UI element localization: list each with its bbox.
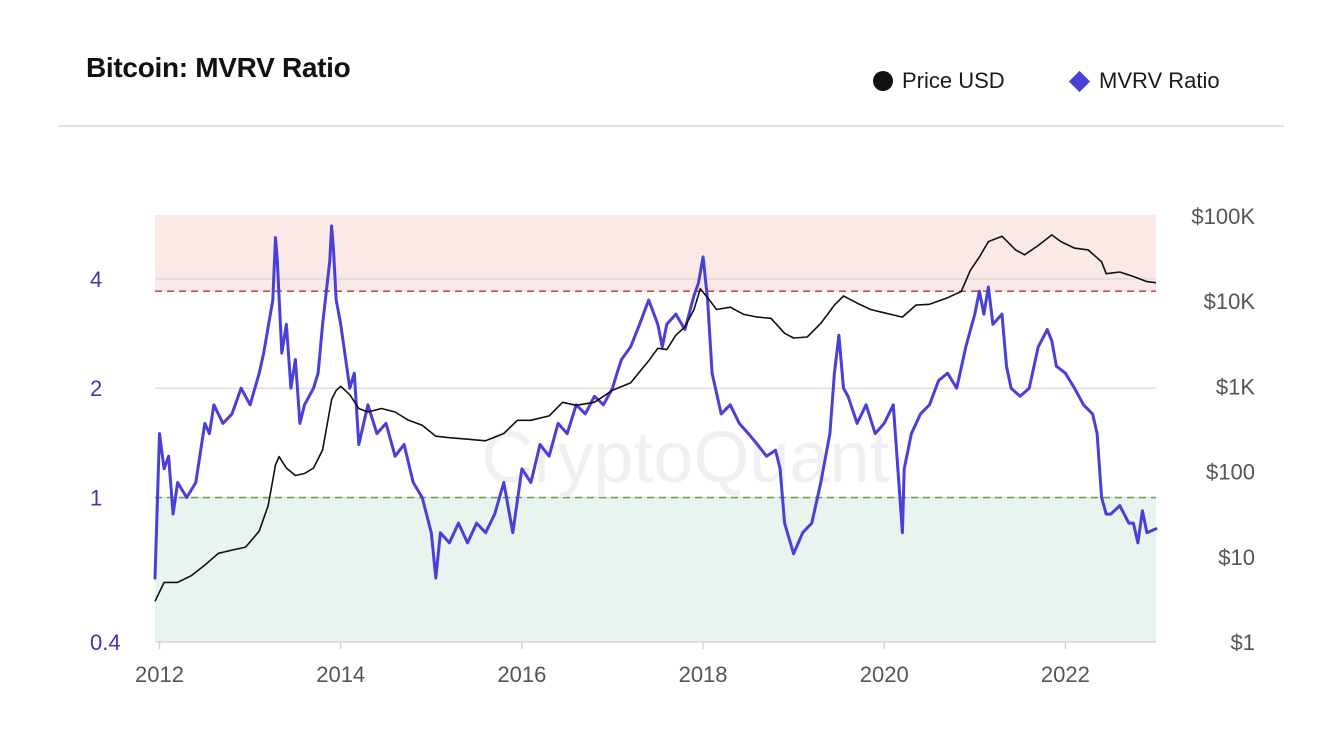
- series-mvrv-line: [153, 224, 1158, 580]
- legend-item-price[interactable]: Price USD: [873, 68, 1005, 94]
- chart-title: Bitcoin: MVRV Ratio: [86, 52, 351, 83]
- x-tick-label: 2020: [860, 662, 909, 687]
- y-left-tick-label: 2: [90, 376, 102, 401]
- y-right-tick-label: $1K: [1216, 374, 1255, 399]
- x-tick-label: 2022: [1041, 662, 1090, 687]
- y-left-tick-label: 4: [90, 267, 102, 292]
- series-price-line: [154, 234, 1157, 602]
- y-right-tick-label: $10K: [1204, 289, 1256, 314]
- overvalued-zone: [155, 215, 1156, 292]
- y-axis-left: 0.4 1 2 4: [90, 267, 121, 655]
- legend-price-marker-icon: [873, 71, 893, 91]
- y-right-tick-label: $100K: [1191, 204, 1255, 229]
- y-right-tick-label: $100: [1206, 460, 1255, 485]
- y-right-tick-label: $10: [1218, 545, 1255, 570]
- y-axis-right: $1 $10 $100 $1K $10K $100K: [1191, 204, 1255, 655]
- y-left-tick-label: 1: [90, 486, 102, 511]
- x-tick-label: 2012: [135, 662, 184, 687]
- y-left-tick-label: 0.4: [90, 630, 121, 655]
- x-tick-label: 2016: [497, 662, 546, 687]
- x-tick-label: 2014: [316, 662, 365, 687]
- x-tick-label: 2018: [679, 662, 728, 687]
- legend-price-label: Price USD: [902, 68, 1005, 93]
- watermark: CryptoQuant: [481, 418, 889, 498]
- header-divider: [58, 125, 1284, 127]
- legend-item-mvrv[interactable]: MVRV Ratio: [1068, 68, 1220, 94]
- x-axis: 2012 2014 2016 2018 2020 2022: [135, 642, 1090, 687]
- y-right-tick-label: $1: [1231, 630, 1255, 655]
- legend-mvrv-label: MVRV Ratio: [1099, 68, 1220, 93]
- undervalued-zone: [155, 497, 1156, 642]
